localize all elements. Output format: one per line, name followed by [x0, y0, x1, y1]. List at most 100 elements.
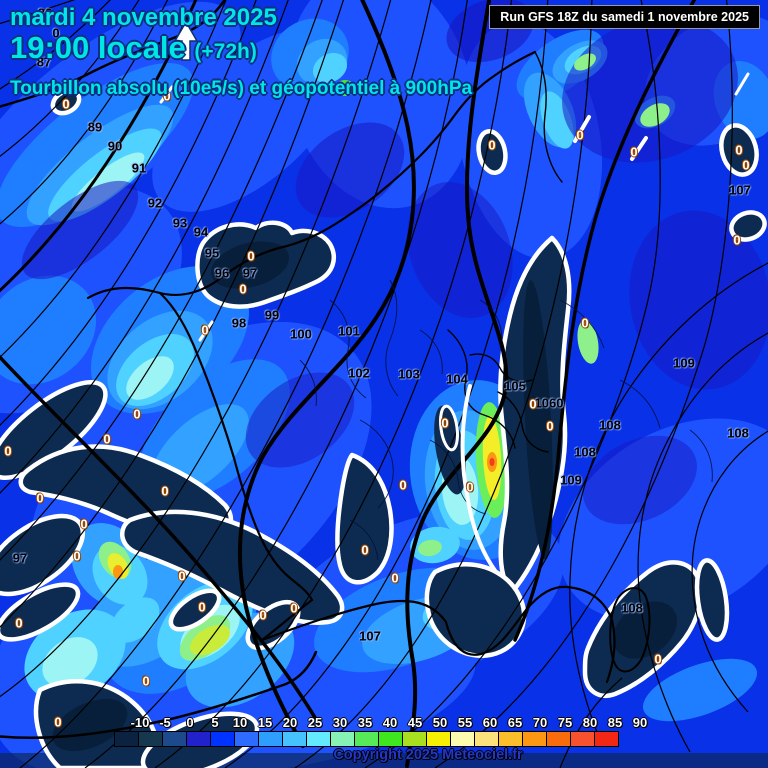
legend-value-label: 35	[357, 715, 373, 730]
legend-color-cell	[498, 731, 523, 747]
geopotential-label: 96	[214, 265, 230, 281]
vorticity-zero-label: 0	[4, 443, 12, 459]
legend-color-cell	[594, 731, 619, 747]
geopotential-label: 100	[290, 326, 312, 342]
run-info-box: Run GFS 18Z du samedi 1 novembre 2025	[489, 5, 760, 29]
legend-value-label: 70	[532, 715, 548, 730]
legend-color-cell	[354, 731, 379, 747]
geopotential-label: 109	[673, 355, 695, 371]
vorticity-zero-label: 0	[581, 315, 589, 331]
geopotential-label: 107	[359, 628, 381, 644]
geopotential-label: 87	[36, 54, 52, 70]
legend-color-cell	[306, 731, 331, 747]
legend-value-label: 20	[282, 715, 298, 730]
geopotential-label: 97	[12, 550, 28, 566]
vorticity-zero-label: 0	[546, 418, 554, 434]
geopotential-label: 86	[37, 5, 53, 21]
legend-color-cell	[234, 731, 259, 747]
legend-value-label: 0	[186, 715, 194, 730]
legend-color-cell	[138, 731, 163, 747]
map-subtitle: Tourbillon absolu (10e5/s) et géopotenti…	[10, 78, 473, 99]
geopotential-label: 94	[193, 224, 209, 240]
vorticity-zero-label: 0	[178, 568, 186, 584]
forecast-offset: (+72h)	[194, 40, 257, 63]
legend-value-label: 30	[332, 715, 348, 730]
geopotential-label: 92	[147, 195, 163, 211]
geopotential-label: 105	[504, 378, 526, 394]
vorticity-zero-label: 0	[466, 479, 474, 495]
geopotential-label: 97	[242, 265, 258, 281]
legend-color-bar	[114, 731, 619, 747]
legend-value-label: 10	[232, 715, 248, 730]
legend-value-label: 60	[482, 715, 498, 730]
vorticity-zero-label: 0	[36, 490, 44, 506]
geopotential-label: 93	[172, 215, 188, 231]
vorticity-zero-label: 0	[290, 600, 298, 616]
legend-color-cell	[402, 731, 427, 747]
region-borders	[299, 279, 713, 561]
legend-value-label: -10	[130, 715, 150, 730]
legend-color-cell	[186, 731, 211, 747]
legend-value-label: 25	[307, 715, 323, 730]
geopotential-label: 109	[560, 472, 582, 488]
geopotential-contours-bold	[0, 0, 697, 768]
title-block: mardi 4 novembre 2025 19:00 locale (+72h…	[10, 4, 472, 100]
geopotential-label: 98	[231, 315, 247, 331]
vorticity-maxima-spots	[98, 53, 670, 661]
legend-value-label: 40	[382, 715, 398, 730]
vorticity-zero-label: 0	[62, 96, 70, 112]
vorticity-zero-label: 0	[161, 483, 169, 499]
vorticity-zero-label: 0	[163, 88, 171, 104]
legend-value-label: 85	[607, 715, 623, 730]
forecast-time: 19:00 locale (+72h)	[10, 31, 472, 69]
geopotential-label: 108	[599, 417, 621, 433]
geopotential-label: 0	[52, 25, 60, 41]
vorticity-zero-label: 0	[247, 248, 255, 264]
vorticity-zero-label: 0	[630, 144, 638, 160]
legend-value-label: 90	[632, 715, 648, 730]
geopotential-label: 90	[107, 138, 123, 154]
legend-color-cell	[522, 731, 547, 747]
legend-value-label: 50	[432, 715, 448, 730]
vorticity-zero-label: 0	[654, 651, 662, 667]
geopotential-label: 102	[348, 365, 370, 381]
vorticity-zero-label: 0	[733, 232, 741, 248]
legend-value-label: 65	[507, 715, 523, 730]
geopotential-label: 108	[727, 425, 749, 441]
legend-value-label: 45	[407, 715, 423, 730]
legend-value-label: 75	[557, 715, 573, 730]
vorticity-zero-label: 0	[399, 477, 407, 493]
legend-color-cell	[570, 731, 595, 747]
geopotential-label: 108	[574, 444, 596, 460]
legend-color-cell	[114, 731, 139, 747]
vorticity-zero-label: 0	[742, 157, 750, 173]
vorticity-zero-label: 0	[133, 406, 141, 422]
legend-value-label: 55	[457, 715, 473, 730]
legend-color-cell	[546, 731, 571, 747]
legend-color-cell	[474, 731, 499, 747]
geopotential-label: 1060	[534, 395, 564, 411]
geopotential-label: 89	[87, 119, 103, 135]
legend-color-cell	[330, 731, 355, 747]
vorticity-zero-label: 0	[735, 142, 743, 158]
geopotential-label: 107	[729, 182, 751, 198]
vorticity-zero-label: 0	[142, 673, 150, 689]
vorticity-zero-label: 0	[80, 516, 88, 532]
legend-color-cell	[378, 731, 403, 747]
vorticity-zero-label: 0	[198, 599, 206, 615]
legend-value-label: 80	[582, 715, 598, 730]
legend-color-cell	[282, 731, 307, 747]
vorticity-zero-label: 0	[361, 542, 369, 558]
vorticity-zero-label: 0	[54, 714, 62, 730]
vorticity-zero-label: 0	[391, 570, 399, 586]
vorticity-zero-label: 0	[576, 127, 584, 143]
legend-value-label: 15	[257, 715, 273, 730]
vorticity-zero-label: 0	[15, 615, 23, 631]
legend-color-cell	[210, 731, 235, 747]
forecast-time-text: 19:00 locale	[10, 30, 186, 65]
geopotential-label: 95	[204, 245, 220, 261]
